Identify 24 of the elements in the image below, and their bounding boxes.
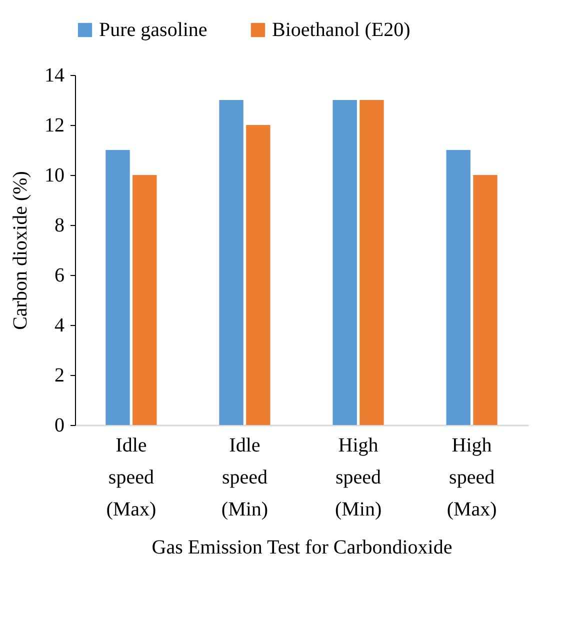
y-tick-label: 8 (54, 214, 64, 236)
legend-label: Bioethanol (E20) (272, 19, 410, 41)
y-tick-label: 14 (44, 64, 64, 86)
y-axis-title: Carbon dioxide (%) (10, 171, 32, 330)
bar (132, 175, 157, 425)
x-tick-label: High speed (Min) (334, 434, 382, 520)
y-tick-label: 0 (54, 414, 64, 436)
x-tick-label: High speed (Max) (446, 434, 497, 520)
bar (332, 100, 357, 425)
x-tick-label: Idle speed (Min) (221, 434, 268, 520)
bar (219, 100, 244, 425)
bar (446, 150, 470, 425)
legend-label: Pure gasoline (99, 19, 208, 41)
y-tick-label: 2 (54, 364, 64, 386)
y-tick-label: 6 (54, 264, 64, 286)
x-tick-label: Idle speed (Max) (106, 434, 156, 520)
y-tick-label: 10 (44, 164, 64, 186)
x-axis-title: Gas Emission Test for Carbondioxide (152, 536, 452, 558)
bar (246, 125, 270, 425)
y-tick-label: 12 (44, 114, 64, 136)
bar (106, 150, 130, 425)
bar (473, 175, 498, 425)
y-tick-label: 4 (54, 314, 64, 336)
bar (360, 100, 384, 425)
